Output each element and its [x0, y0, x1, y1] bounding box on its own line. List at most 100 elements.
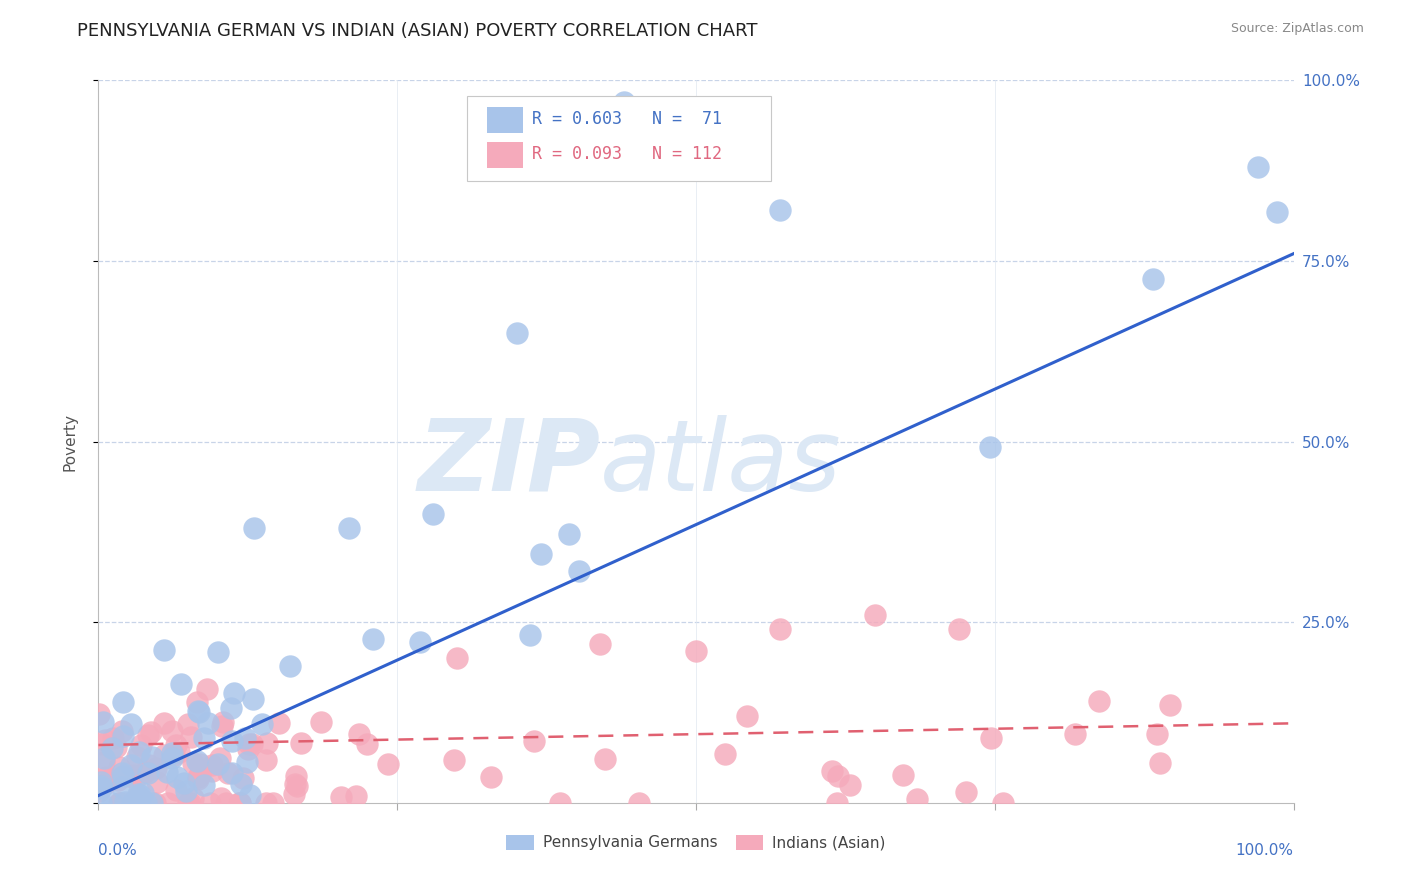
- Point: [212, 714, 235, 729]
- Point: [87, 784, 110, 798]
- Point: [96, 770, 118, 784]
- Y-axis label: Poverty: Poverty: [63, 412, 77, 471]
- Point: [446, 651, 468, 665]
- Point: [768, 623, 790, 637]
- Point: [104, 740, 127, 755]
- Point: [188, 766, 211, 780]
- Point: [129, 796, 152, 810]
- Point: [128, 791, 150, 805]
- Point: [948, 623, 970, 637]
- Text: R = 0.603   N =  71: R = 0.603 N = 71: [533, 110, 723, 128]
- Point: [239, 789, 262, 803]
- Point: [231, 777, 253, 791]
- Point: [111, 766, 134, 780]
- Point: [107, 772, 129, 787]
- Point: [955, 784, 977, 798]
- Point: [254, 796, 277, 810]
- Point: [290, 736, 312, 750]
- Point: [90, 796, 112, 810]
- Point: [283, 787, 305, 801]
- Point: [125, 750, 148, 764]
- Point: [127, 787, 149, 801]
- Point: [229, 796, 252, 810]
- Point: [93, 733, 115, 747]
- Point: [1265, 204, 1288, 219]
- Point: [278, 659, 301, 673]
- Point: [166, 770, 188, 784]
- Point: [422, 507, 444, 521]
- Point: [1087, 694, 1109, 708]
- Point: [713, 747, 735, 761]
- Point: [479, 770, 502, 784]
- FancyBboxPatch shape: [467, 96, 772, 181]
- Point: [252, 717, 274, 731]
- Text: 0.0%: 0.0%: [98, 843, 138, 857]
- Point: [285, 779, 308, 793]
- Point: [201, 764, 224, 779]
- Text: Source: ZipAtlas.com: Source: ZipAtlas.com: [1230, 22, 1364, 36]
- Point: [221, 734, 243, 748]
- Point: [240, 737, 263, 751]
- Point: [145, 761, 167, 775]
- Point: [108, 760, 131, 774]
- Point: [519, 628, 541, 642]
- Point: [122, 796, 145, 810]
- Point: [1142, 272, 1164, 286]
- Point: [211, 719, 233, 733]
- Point: [132, 786, 155, 800]
- Point: [339, 521, 361, 535]
- Point: [768, 203, 790, 218]
- Point: [209, 751, 232, 765]
- Point: [209, 791, 232, 805]
- Point: [568, 564, 591, 578]
- Point: [838, 778, 860, 792]
- Point: [136, 728, 159, 742]
- Point: [111, 695, 134, 709]
- Point: [256, 736, 278, 750]
- Point: [330, 790, 353, 805]
- Point: [120, 717, 142, 731]
- Point: [186, 755, 208, 769]
- Point: [506, 326, 529, 340]
- Point: [129, 788, 152, 802]
- Point: [219, 701, 242, 715]
- Point: [160, 723, 183, 738]
- Point: [233, 731, 256, 745]
- Point: [153, 643, 176, 657]
- Text: atlas: atlas: [600, 415, 842, 512]
- Point: [100, 796, 122, 810]
- Point: [156, 765, 179, 780]
- Point: [169, 745, 191, 759]
- Point: [187, 772, 209, 786]
- Point: [349, 727, 371, 741]
- Point: [121, 758, 143, 772]
- Point: [215, 796, 238, 810]
- Point: [735, 709, 758, 723]
- Point: [94, 776, 117, 790]
- Point: [193, 778, 215, 792]
- Point: [991, 796, 1014, 810]
- Point: [124, 771, 146, 785]
- Point: [181, 756, 204, 770]
- Point: [865, 607, 887, 622]
- Point: [228, 796, 250, 810]
- Point: [217, 766, 239, 780]
- Point: [162, 746, 184, 760]
- Point: [187, 770, 209, 784]
- Point: [91, 737, 114, 751]
- Point: [90, 779, 112, 793]
- Point: [254, 753, 277, 767]
- Point: [87, 707, 110, 722]
- Point: [530, 547, 553, 561]
- Point: [1149, 756, 1171, 771]
- Point: [557, 527, 579, 541]
- Point: [195, 682, 218, 697]
- Point: [93, 756, 115, 770]
- Point: [141, 796, 163, 810]
- Point: [627, 796, 650, 810]
- Point: [177, 796, 200, 810]
- Point: [179, 796, 201, 810]
- Bar: [486, 143, 523, 169]
- Point: [344, 789, 367, 804]
- Point: [188, 706, 211, 720]
